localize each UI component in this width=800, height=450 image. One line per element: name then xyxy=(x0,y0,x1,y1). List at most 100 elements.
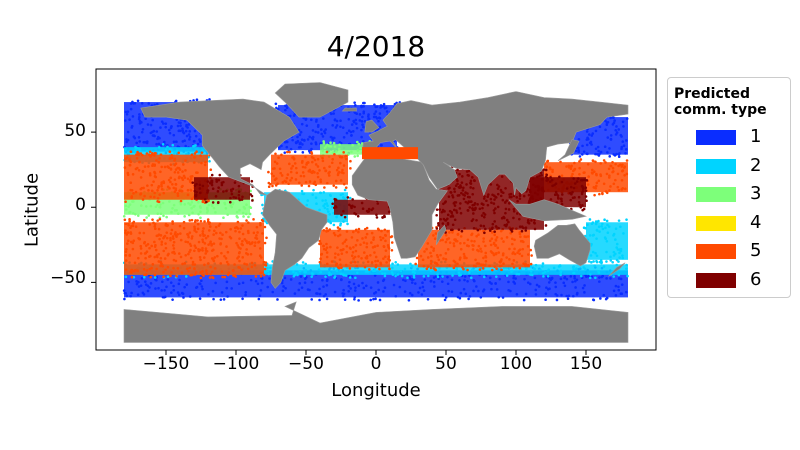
data-point xyxy=(296,273,299,277)
data-point xyxy=(563,284,567,288)
data-point xyxy=(241,243,244,247)
data-point xyxy=(221,275,224,279)
data-point xyxy=(206,220,210,223)
data-point xyxy=(361,115,364,119)
data-point xyxy=(192,144,195,148)
data-point xyxy=(585,143,589,147)
data-point xyxy=(603,145,607,149)
data-point xyxy=(461,175,464,178)
data-point xyxy=(237,184,241,188)
data-point xyxy=(305,124,309,127)
data-point xyxy=(544,224,548,227)
data-point xyxy=(383,106,387,110)
data-point xyxy=(572,186,576,190)
data-point xyxy=(480,214,484,217)
data-point xyxy=(378,267,381,271)
data-point xyxy=(187,123,191,126)
data-point xyxy=(456,182,459,186)
data-point xyxy=(618,256,621,259)
data-point xyxy=(459,241,462,245)
data-point xyxy=(604,119,607,123)
data-point xyxy=(182,131,186,135)
data-point xyxy=(475,285,478,288)
data-point xyxy=(270,172,274,175)
data-point xyxy=(378,125,382,129)
data-point xyxy=(200,279,203,283)
data-point xyxy=(499,194,503,198)
data-point xyxy=(392,283,396,287)
data-point xyxy=(157,227,161,231)
data-point xyxy=(440,280,444,283)
data-point xyxy=(348,267,352,270)
data-point xyxy=(612,250,616,254)
data-point xyxy=(186,240,190,244)
data-point xyxy=(195,230,198,234)
data-point xyxy=(447,289,450,293)
data-point xyxy=(172,284,175,288)
data-point xyxy=(459,291,463,295)
data-point xyxy=(382,257,385,260)
data-point xyxy=(325,246,329,249)
data-point xyxy=(216,190,220,193)
data-point xyxy=(455,211,459,214)
data-point xyxy=(453,190,457,193)
data-point xyxy=(459,235,463,238)
data-point xyxy=(251,241,254,244)
data-point xyxy=(360,128,363,132)
data-point xyxy=(437,222,440,225)
data-point xyxy=(212,242,216,245)
data-point xyxy=(198,187,202,190)
data-point xyxy=(325,279,329,283)
data-point xyxy=(514,267,518,270)
data-point xyxy=(172,186,176,190)
data-point xyxy=(173,157,177,161)
data-point xyxy=(422,264,426,268)
data-point xyxy=(318,208,321,212)
data-point xyxy=(496,192,500,196)
data-region xyxy=(334,199,390,215)
data-point xyxy=(222,180,225,184)
data-point xyxy=(333,118,337,121)
data-point xyxy=(459,202,462,205)
data-point xyxy=(353,260,357,264)
data-point xyxy=(333,256,337,259)
data-point xyxy=(434,232,438,235)
data-point xyxy=(311,135,315,139)
data-point xyxy=(271,167,275,170)
data-point xyxy=(201,270,204,273)
data-point xyxy=(159,203,162,206)
data-point xyxy=(126,110,130,113)
data-point xyxy=(333,233,337,237)
data-point xyxy=(131,115,135,118)
data-point xyxy=(160,240,164,244)
data-point xyxy=(495,267,498,271)
data-point xyxy=(138,113,141,116)
data-point xyxy=(243,237,247,241)
data-point xyxy=(189,203,192,206)
data-point xyxy=(267,185,271,189)
data-point xyxy=(149,275,153,279)
data-point xyxy=(142,263,146,266)
data-point xyxy=(162,275,165,279)
data-point xyxy=(488,264,491,268)
data-point xyxy=(478,207,482,211)
data-point xyxy=(162,181,166,185)
data-point xyxy=(534,185,537,188)
data-point xyxy=(156,200,159,203)
data-point xyxy=(623,165,627,168)
data-point xyxy=(321,199,324,202)
data-point xyxy=(180,176,184,180)
data-point xyxy=(163,165,167,169)
data-point xyxy=(403,290,407,293)
data-point xyxy=(512,209,516,213)
data-point xyxy=(196,171,199,174)
data-point xyxy=(175,235,178,238)
data-point xyxy=(161,201,165,205)
data-point xyxy=(519,235,522,239)
data-point xyxy=(602,182,606,186)
data-point xyxy=(286,173,290,176)
data-point xyxy=(586,183,590,186)
data-point xyxy=(432,276,436,279)
data-point xyxy=(199,191,202,195)
